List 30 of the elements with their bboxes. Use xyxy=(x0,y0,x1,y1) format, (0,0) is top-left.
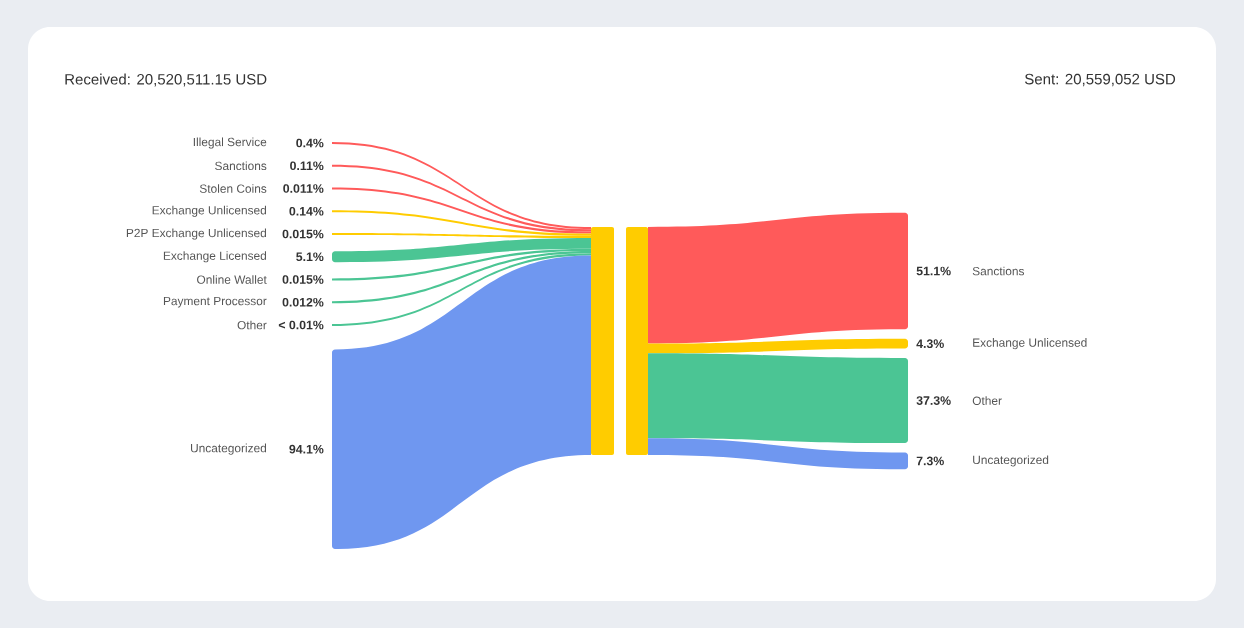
category-label: Sanctions xyxy=(215,161,267,171)
data-label: 0.011% xyxy=(283,184,324,193)
text: Sent: 20,559,052 USD xyxy=(1024,73,1176,87)
data-label: 37.3% xyxy=(916,396,951,405)
data-label: < 0.01% xyxy=(278,320,324,330)
data-label: 94.1% xyxy=(289,444,324,454)
category-label: Exchange Unlicensed xyxy=(152,205,267,217)
category-label: Uncategorized xyxy=(191,443,267,455)
category-label: Stolen Coins xyxy=(199,184,267,193)
data-label: 51.1% xyxy=(916,266,951,276)
data-label: 0.11% xyxy=(290,161,324,171)
category-label: Sanctions xyxy=(972,266,1025,276)
category-label: Online Wallet xyxy=(197,275,267,284)
text: Received: 20,520,511.15 USD xyxy=(65,73,267,87)
data-label: 5.1% xyxy=(296,252,324,262)
data-label: 0.015% xyxy=(282,275,324,284)
category-label: P2P Exchange Unlicensed xyxy=(126,228,267,240)
data-label: 0.14% xyxy=(289,206,324,216)
category-label: Payment Processor xyxy=(163,296,267,308)
category-label: Illegal Service xyxy=(193,137,267,149)
category-label: Uncategorized xyxy=(973,455,1049,467)
data-label: 7.3% xyxy=(916,456,944,466)
category-label: Other xyxy=(972,396,1002,405)
category-label: Exchange Unlicensed xyxy=(973,338,1087,350)
data-label: 0.012% xyxy=(282,297,324,307)
category-label: Exchange Licensed xyxy=(163,251,267,263)
data-label: 4.3% xyxy=(916,339,944,349)
category-label: Other xyxy=(237,320,267,330)
data-label: 0.4% xyxy=(296,138,324,148)
data-label: 0.015% xyxy=(282,229,324,239)
